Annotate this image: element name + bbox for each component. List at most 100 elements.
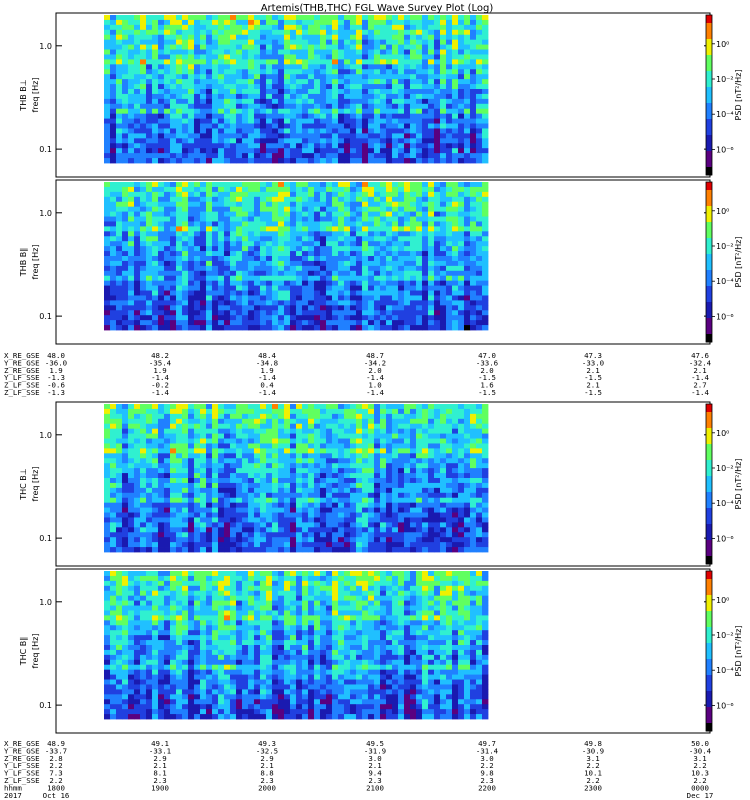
psd-cell <box>374 221 381 227</box>
psd-cell <box>116 492 123 499</box>
psd-cell <box>302 54 309 60</box>
psd-cell <box>356 186 363 193</box>
psd-cell <box>254 128 261 134</box>
psd-cell <box>482 89 489 95</box>
psd-cell <box>158 290 165 296</box>
psd-cell <box>296 84 303 90</box>
psd-cell <box>296 39 303 45</box>
psd-cell <box>158 226 165 232</box>
psd-cell <box>272 542 279 548</box>
psd-cell <box>476 285 483 291</box>
psd-cell <box>302 98 309 105</box>
psd-cell <box>278 29 285 36</box>
psd-cell <box>248 148 255 154</box>
psd-cell <box>260 320 267 326</box>
psd-cell <box>254 453 261 459</box>
psd-cell <box>278 497 285 504</box>
psd-cell <box>446 300 453 306</box>
psd-cell <box>236 310 243 316</box>
psd-cell <box>116 241 123 247</box>
psd-cell <box>206 29 213 36</box>
psd-cell <box>314 260 321 267</box>
psd-cell <box>146 138 153 144</box>
psd-cell <box>344 186 351 193</box>
psd-cell <box>110 113 117 119</box>
psd-cell <box>260 522 267 528</box>
psd-cell <box>296 236 303 242</box>
psd-cell <box>224 270 231 277</box>
psd-cell <box>404 123 411 129</box>
psd-cell <box>158 186 165 193</box>
psd-cell <box>422 34 429 41</box>
psd-cell <box>182 15 189 21</box>
psd-cell <box>326 285 333 291</box>
psd-cell <box>428 153 435 159</box>
psd-cell <box>146 98 153 105</box>
psd-cell <box>254 325 261 331</box>
psd-cell <box>446 201 453 208</box>
psd-cell <box>416 260 423 267</box>
psd-cell <box>374 206 381 212</box>
psd-cell <box>434 44 441 50</box>
psd-cell <box>230 270 237 277</box>
psd-cell <box>398 113 405 119</box>
psd-cell <box>194 300 201 306</box>
psd-cell <box>386 64 393 70</box>
psd-cell <box>416 103 423 110</box>
psd-cell <box>278 275 285 282</box>
psd-cell <box>278 19 285 26</box>
psd-cell <box>212 468 219 474</box>
psd-cell <box>194 527 201 533</box>
colorbar-tick-label: 10⁰ <box>716 207 729 216</box>
psd-cell <box>290 443 297 449</box>
psd-cell <box>170 108 177 115</box>
psd-cell <box>410 79 417 85</box>
psd-cell <box>362 123 369 129</box>
psd-cell <box>458 123 465 129</box>
psd-cell <box>308 256 315 262</box>
psd-cell <box>422 158 429 164</box>
psd-cell <box>470 201 477 208</box>
psd-cell <box>284 433 291 439</box>
psd-cell <box>290 74 297 80</box>
psd-cell <box>218 246 225 252</box>
psd-cell <box>158 497 165 504</box>
psd-cell <box>470 256 477 262</box>
psd-cell <box>212 537 219 543</box>
psd-cell <box>446 54 453 60</box>
psd-cell <box>482 153 489 159</box>
psd-cell <box>236 211 243 217</box>
psd-cell <box>416 54 423 60</box>
psd-cell <box>326 231 333 237</box>
psd-cell <box>248 84 255 90</box>
psd-cell <box>218 305 225 311</box>
psd-cell <box>116 433 123 439</box>
psd-cell <box>158 305 165 311</box>
psd-cell <box>188 423 195 430</box>
psd-cell <box>266 507 273 513</box>
psd-cell <box>380 138 387 144</box>
psd-cell <box>248 19 255 26</box>
psd-cell <box>224 251 231 257</box>
psd-cell <box>368 44 375 50</box>
psd-cell <box>152 325 159 331</box>
psd-cell <box>194 29 201 36</box>
psd-cell <box>404 201 411 208</box>
psd-cell <box>410 285 417 291</box>
psd-cell <box>176 15 183 21</box>
psd-cell <box>482 133 489 139</box>
psd-cell <box>194 433 201 439</box>
psd-cell <box>308 246 315 252</box>
psd-cell <box>182 453 189 459</box>
psd-cell <box>158 300 165 306</box>
psd-cell <box>122 34 129 41</box>
psd-cell <box>374 201 381 208</box>
psd-cell <box>194 246 201 252</box>
psd-cell <box>452 275 459 282</box>
psd-cell <box>416 226 423 232</box>
psd-cell <box>110 246 117 252</box>
psd-cell <box>182 103 189 110</box>
psd-cell <box>362 226 369 232</box>
psd-cell <box>326 29 333 36</box>
psd-cell <box>272 182 279 188</box>
